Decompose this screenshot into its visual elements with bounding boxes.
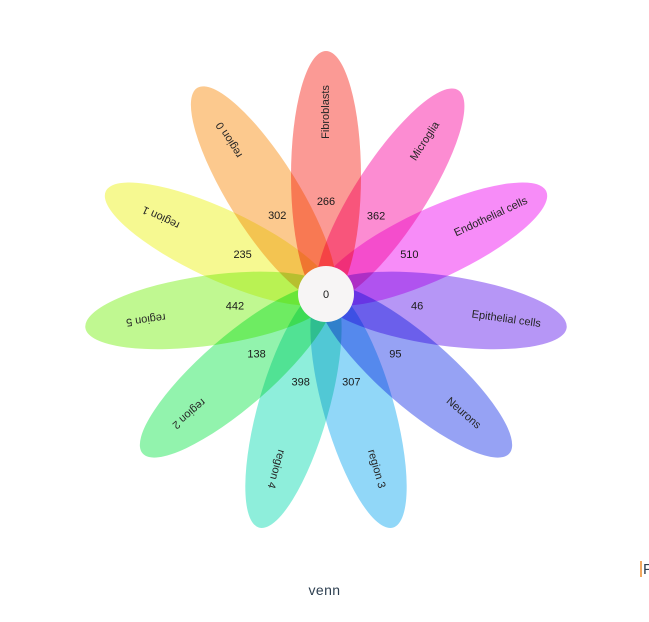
edge-accent-bar [640,561,642,577]
petal-count-label: 442 [226,301,244,313]
petal-count-label: 302 [268,210,286,222]
set-label: region 5 [125,311,166,328]
petal-count-label: 46 [411,301,423,313]
venn-petal [245,286,342,528]
petal-shape-group [85,51,567,528]
chart-caption: venn [308,582,341,598]
petal-count-group: 266 362 510 46 95 307 398 138 442 235 302 [226,196,424,388]
venn-petal [316,88,465,302]
set-label: Fibroblasts [320,85,332,139]
petal-count-label: 362 [367,211,385,223]
venn-petal [104,182,334,306]
center-count-label: 0 [323,289,329,301]
right-edge-clipped-text: P [640,559,649,581]
petal-count-label: 95 [389,348,401,360]
center-circle [298,266,354,322]
petal-count-label: 266 [317,196,335,208]
petal-count-label: 235 [233,249,251,261]
petal-count-label: 307 [342,376,360,388]
edge-clipped-label: P [643,561,649,578]
petal-count-label: 398 [291,376,309,388]
petal-count-label: 510 [400,249,418,261]
venn-petal [190,86,337,302]
petal-count-label: 138 [247,348,265,360]
venn-petal [317,285,513,458]
